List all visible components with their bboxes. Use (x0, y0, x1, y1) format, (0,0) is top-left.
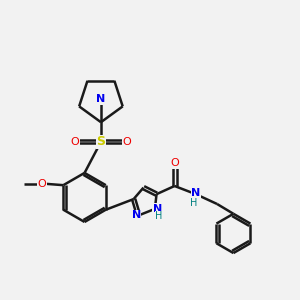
Text: O: O (170, 158, 179, 168)
Text: N: N (96, 94, 106, 104)
Text: O: O (70, 137, 79, 147)
Text: O: O (123, 137, 131, 147)
Text: O: O (38, 178, 46, 188)
Text: H: H (155, 211, 163, 221)
Text: H: H (190, 198, 198, 208)
Text: N: N (153, 204, 162, 214)
Text: N: N (191, 188, 200, 197)
Text: N: N (132, 210, 141, 220)
Text: S: S (96, 135, 105, 148)
